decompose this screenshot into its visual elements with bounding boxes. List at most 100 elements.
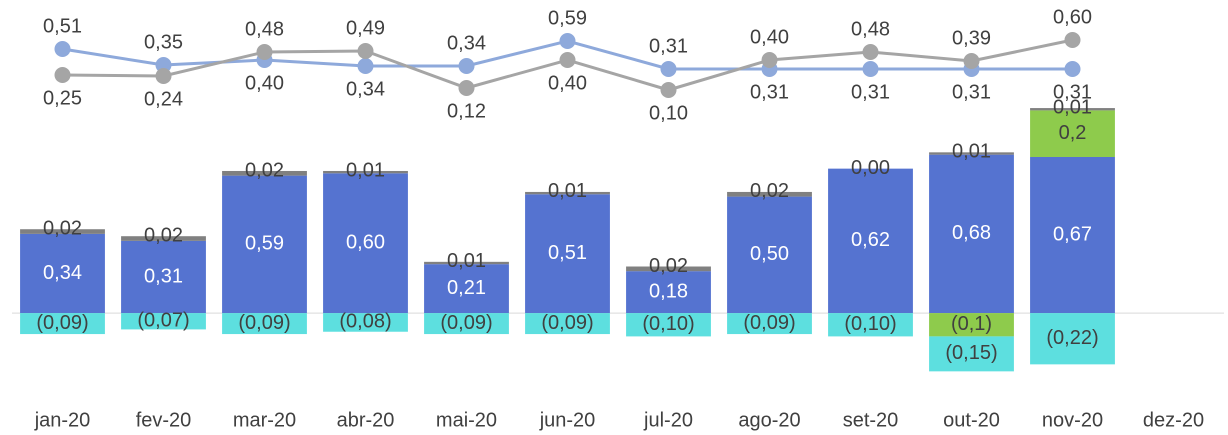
data-label: 0,67 [1053, 223, 1092, 245]
bar-segment [1030, 156, 1115, 314]
data-label: (0,09) [36, 312, 88, 334]
bar-segment [222, 313, 307, 335]
line-label: 0,34 [346, 78, 385, 100]
data-label: 0,51 [548, 242, 587, 264]
bar-segment [121, 236, 206, 241]
bar-segment [1030, 313, 1115, 365]
data-label: 0,62 [851, 229, 890, 251]
bar-segment [929, 336, 1014, 372]
bar-segment [424, 264, 509, 314]
data-label: (0,07) [137, 310, 189, 332]
line-marker [1064, 61, 1081, 77]
data-label: 0,31 [144, 265, 183, 287]
bar-segment [929, 152, 1014, 155]
line-label: 0,10 [649, 102, 688, 124]
line-label: 0,31 [851, 81, 890, 103]
line-marker [155, 57, 172, 73]
line-label: 0,40 [548, 72, 587, 94]
bar-segment [20, 313, 105, 335]
bar-segment [727, 191, 812, 197]
x-tick-label: mai-20 [436, 409, 497, 431]
bar-segment [424, 261, 509, 265]
data-label: 0,01 [1053, 96, 1092, 118]
bar-segment [20, 233, 105, 314]
data-label: 0,2 [1059, 122, 1087, 144]
bar-segment [828, 313, 913, 337]
data-label: 0,02 [245, 159, 284, 181]
line-label: 0,31 [952, 81, 991, 103]
line-marker [54, 41, 71, 57]
line-marker [559, 52, 576, 68]
data-label: 0,59 [245, 233, 284, 255]
line-marker [1064, 32, 1081, 48]
line-marker [559, 33, 576, 49]
line-label: 0,40 [245, 72, 284, 94]
x-tick-label: jun-20 [539, 409, 596, 431]
bar-segment [929, 313, 1014, 337]
line-label: 0,40 [750, 26, 789, 48]
line-label: 0,59 [548, 7, 587, 29]
line-marker [761, 52, 778, 68]
bar-segment [222, 175, 307, 314]
x-tick-label: abr-20 [337, 409, 395, 431]
data-label: (0,22) [1046, 327, 1098, 349]
data-label: (0,15) [945, 342, 997, 364]
data-label: 0,50 [750, 243, 789, 265]
bar-segment [323, 313, 408, 332]
line-marker [862, 61, 879, 77]
x-tick-label: mar-20 [233, 409, 296, 431]
data-label: (0,08) [339, 311, 391, 333]
line-label: 0,31 [649, 35, 688, 57]
line-marker [357, 43, 374, 59]
bar-segment [626, 271, 711, 314]
line-marker [660, 82, 677, 98]
data-label: (0,09) [440, 312, 492, 334]
data-label: 0,60 [346, 231, 385, 253]
line-marker [458, 80, 475, 96]
x-tick-label: set-20 [843, 409, 899, 431]
x-tick-label: jan-20 [34, 409, 91, 431]
data-label: 0,01 [447, 250, 486, 272]
line-label: 0,48 [851, 18, 890, 40]
data-label: 0,02 [649, 255, 688, 277]
bar-segment [121, 313, 206, 330]
data-label: (0,10) [844, 313, 896, 335]
x-tick-label: ago-20 [738, 409, 800, 431]
x-tick-label: jul-20 [643, 409, 693, 431]
bar-segment [424, 313, 509, 335]
line-label: 0,34 [447, 32, 486, 54]
bar-segment [1030, 108, 1115, 111]
bar-segment [626, 313, 711, 337]
line-label: 0,51 [43, 15, 82, 37]
line-label: 0,12 [447, 100, 486, 122]
bar-segment [727, 196, 812, 314]
data-label: 0,00 [851, 157, 890, 179]
data-label: 0,68 [952, 222, 991, 244]
data-label: 0,01 [346, 159, 385, 181]
bar-segment [121, 240, 206, 314]
line-label: 0,39 [952, 27, 991, 49]
data-label: 0,34 [43, 262, 82, 284]
data-label: 0,21 [447, 277, 486, 299]
line-marker [458, 58, 475, 74]
x-tick-label: fev-20 [136, 409, 192, 431]
data-label: (0,09) [541, 312, 593, 334]
bar-segment [525, 194, 610, 314]
data-label: (0,09) [743, 312, 795, 334]
bar-segment [323, 173, 408, 314]
data-label: 0,01 [952, 141, 991, 163]
bar-segment [525, 313, 610, 335]
bar-segment [525, 191, 610, 195]
line-label: 0,60 [1053, 6, 1092, 28]
data-label: 0,02 [750, 180, 789, 202]
line-marker [357, 58, 374, 74]
line-label: 0,48 [245, 18, 284, 40]
data-label: 0,02 [43, 218, 82, 240]
data-label: (0,10) [642, 313, 694, 335]
bar-segment [929, 154, 1014, 314]
line-label: 0,25 [43, 87, 82, 109]
bar-segment [222, 170, 307, 176]
line-marker [963, 53, 980, 69]
bar-segment [20, 229, 105, 234]
